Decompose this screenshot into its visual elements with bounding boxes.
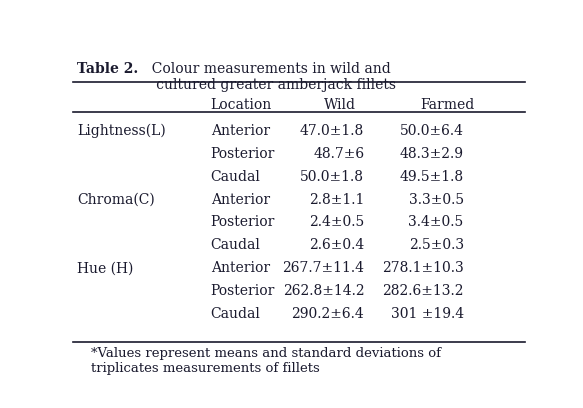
Text: 267.7±11.4: 267.7±11.4: [282, 262, 364, 275]
Text: 50.0±6.4: 50.0±6.4: [400, 124, 463, 138]
Text: 49.5±1.8: 49.5±1.8: [399, 170, 463, 184]
Text: 301 ±19.4: 301 ±19.4: [391, 307, 463, 321]
Text: Lightness(L): Lightness(L): [78, 124, 166, 138]
Text: 2.8±1.1: 2.8±1.1: [309, 193, 364, 206]
Text: 278.1±10.3: 278.1±10.3: [382, 262, 463, 275]
Text: Wild: Wild: [324, 98, 356, 112]
Text: 262.8±14.2: 262.8±14.2: [283, 284, 364, 298]
Text: 47.0±1.8: 47.0±1.8: [300, 124, 364, 138]
Text: 282.6±13.2: 282.6±13.2: [382, 284, 463, 298]
Text: Farmed: Farmed: [421, 98, 475, 112]
Text: Anterior: Anterior: [210, 124, 270, 138]
Text: Caudal: Caudal: [210, 307, 261, 321]
Text: 50.0±1.8: 50.0±1.8: [300, 170, 364, 184]
Text: 290.2±6.4: 290.2±6.4: [292, 307, 364, 321]
Text: 48.7±6: 48.7±6: [313, 146, 364, 161]
Text: Location: Location: [210, 98, 272, 112]
Text: Caudal: Caudal: [210, 170, 261, 184]
Text: Caudal: Caudal: [210, 238, 261, 253]
Text: Anterior: Anterior: [210, 193, 270, 206]
Text: *Values represent means and standard deviations of
triplicates measurements of f: *Values represent means and standard dev…: [91, 348, 441, 375]
Text: 3.4±0.5: 3.4±0.5: [409, 215, 463, 229]
Text: Chroma(C): Chroma(C): [78, 193, 155, 206]
Text: 2.6±0.4: 2.6±0.4: [309, 238, 364, 253]
Text: Posterior: Posterior: [210, 146, 275, 161]
Text: Hue (H): Hue (H): [78, 262, 134, 275]
Text: Posterior: Posterior: [210, 284, 275, 298]
Text: 2.5±0.3: 2.5±0.3: [409, 238, 463, 253]
Text: Posterior: Posterior: [210, 215, 275, 229]
Text: Table 2.: Table 2.: [78, 62, 139, 75]
Text: Anterior: Anterior: [210, 262, 270, 275]
Text: 48.3±2.9: 48.3±2.9: [400, 146, 463, 161]
Text: 2.4±0.5: 2.4±0.5: [309, 215, 364, 229]
Text: Colour measurements in wild and
   cultured greater amberjack fillets: Colour measurements in wild and cultured…: [143, 62, 396, 92]
Text: 3.3±0.5: 3.3±0.5: [409, 193, 463, 206]
